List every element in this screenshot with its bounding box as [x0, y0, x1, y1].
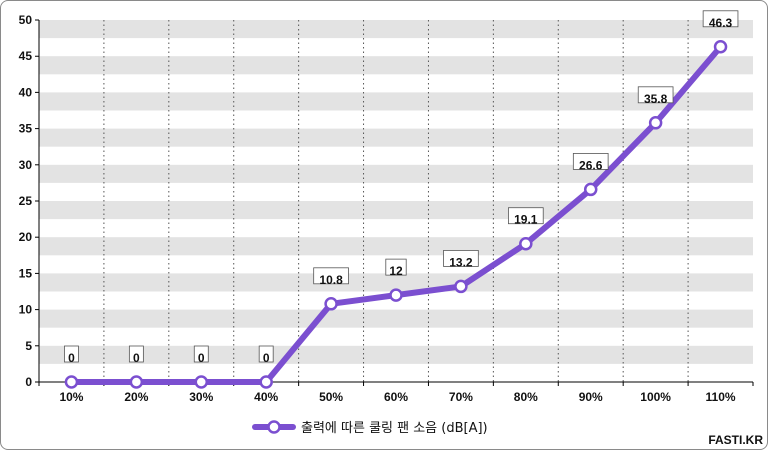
data-point	[389, 288, 403, 302]
data-label-text: 10.8	[319, 273, 343, 287]
grid-band	[39, 56, 753, 75]
data-point	[454, 279, 468, 294]
data-label-box	[637, 86, 674, 104]
x-tick-label: 60%	[384, 390, 408, 404]
y-tick-label: 25	[19, 194, 33, 208]
grid-band	[39, 345, 753, 364]
data-point	[713, 40, 728, 54]
grid-bands	[39, 20, 753, 364]
grid-band	[39, 309, 753, 328]
legend-marker-swatch	[267, 420, 281, 434]
data-labels: 0 0 0 0 10.8 12 13.2 19.1 26.6 35.8 46.3	[64, 10, 739, 365]
data-label-box	[702, 10, 739, 28]
data-label-text: 0	[133, 351, 140, 365]
data-label-text: 19.1	[514, 213, 538, 227]
data-label-text: 46.3	[709, 16, 733, 30]
legend: 출력에 따른 쿨링 팬 소음 (dB[A])	[252, 420, 488, 436]
grid-band	[39, 237, 753, 256]
y-tick-labels: 0 5 10 15 20 25 30 35 40 45 50	[19, 13, 39, 389]
data-label-text: 0	[68, 351, 75, 365]
x-tick-label: 30%	[189, 390, 213, 404]
data-label: 12	[385, 258, 407, 278]
data-label: 0	[193, 345, 209, 365]
data-label: 0	[258, 345, 274, 365]
y-tick-label: 40	[19, 85, 33, 99]
data-label: 35.8	[637, 86, 674, 106]
data-point	[648, 116, 663, 130]
y-tick-label: 5	[25, 339, 32, 353]
y-tick-label: 45	[19, 49, 33, 63]
data-point	[64, 375, 79, 389]
data-label-box	[572, 153, 609, 170]
data-point	[259, 375, 273, 389]
grid-band	[39, 128, 753, 147]
data-label-text: 13.2	[449, 255, 473, 269]
data-label: 46.3	[702, 10, 739, 30]
x-tick-label: 50%	[319, 390, 343, 404]
y-tick-label: 35	[19, 122, 33, 136]
watermark: FASTI.KR	[708, 433, 763, 447]
data-label: 26.6	[572, 153, 609, 172]
y-tick-label: 50	[19, 13, 33, 27]
grid-band	[39, 273, 753, 292]
series-line	[64, 40, 728, 389]
x-tick-label: 70%	[449, 390, 473, 404]
y-tick-label: 10	[19, 303, 33, 317]
data-label-box	[64, 345, 79, 363]
data-label-text: 12	[389, 264, 403, 278]
data-point	[519, 236, 533, 251]
grid-band	[39, 20, 753, 39]
data-label: 13.2	[443, 250, 479, 269]
data-label-box	[128, 345, 144, 363]
x-tick-label: 110%	[706, 390, 736, 404]
data-label-box	[443, 250, 479, 267]
x-tick-label: 100%	[640, 390, 671, 404]
data-label-box	[385, 258, 407, 276]
data-point	[324, 297, 338, 311]
y-tick-label: 20	[19, 230, 33, 244]
data-label-text: 0	[263, 351, 270, 365]
data-label-text: 35.8	[644, 92, 668, 106]
data-label: 19.1	[508, 207, 544, 227]
data-point	[129, 375, 144, 389]
data-label-box	[258, 345, 274, 363]
x-tick-label: 10%	[59, 390, 83, 404]
grid-band	[39, 164, 753, 183]
data-label-text: 0	[198, 351, 205, 365]
x-tick-label: 20%	[124, 390, 148, 404]
vertical-gridlines	[103, 20, 689, 382]
data-label: 0	[64, 345, 79, 365]
x-tick-label: 40%	[254, 390, 278, 404]
legend-series-label: 출력에 따른 쿨링 팬 소음 (dB[A])	[301, 421, 488, 436]
y-tick-label: 0	[25, 375, 32, 389]
data-point	[194, 375, 209, 389]
y-tick-label: 15	[19, 266, 33, 280]
data-point	[583, 182, 598, 197]
data-label-box	[193, 345, 209, 363]
x-tick-labels: 10% 20% 30% 40% 50% 60% 70% 80% 90% 100% 110%	[38, 382, 754, 404]
grid-band	[39, 92, 753, 111]
data-label: 0	[128, 345, 144, 365]
data-label: 10.8	[313, 267, 349, 287]
x-tick-label: 90%	[579, 390, 603, 404]
grid-band	[39, 201, 753, 220]
data-label-box	[313, 267, 349, 285]
x-tick-label: 80%	[514, 390, 538, 404]
y-tick-label: 30	[19, 158, 33, 172]
data-label-box	[508, 207, 544, 225]
data-label-text: 26.6	[579, 158, 603, 172]
